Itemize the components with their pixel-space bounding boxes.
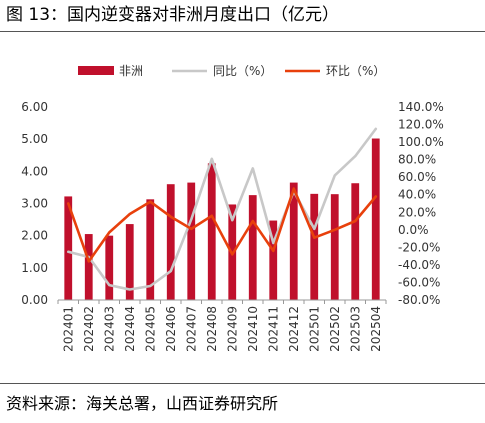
left-tick-label: 3.00: [21, 197, 48, 211]
x-tick-label: 202409: [225, 306, 239, 352]
bar-202407: [187, 182, 196, 300]
x-tick-label: 202504: [369, 306, 383, 352]
left-tick-label: 1.00: [21, 261, 48, 275]
legend-label-mom: 环比（%）: [326, 64, 385, 78]
source-note: 资料来源：海关总署，山西证券研究所: [6, 394, 279, 413]
top-divider: [0, 31, 485, 32]
right-tick-label: -60.0%: [398, 275, 440, 289]
x-tick-label: 202406: [164, 306, 178, 352]
bar-202411: [269, 220, 278, 300]
x-tick-label: 202401: [61, 306, 75, 352]
right-axis: -80.0% -60.0% -40.0% -20.0% 0.0% 20.0% 40.0% 60…: [398, 100, 444, 307]
x-tick-label: 202405: [143, 306, 157, 352]
left-tick-label: 2.00: [21, 229, 48, 243]
legend: 非洲 同比（%） 环比（%）: [78, 64, 385, 78]
bar-202501: [310, 193, 319, 300]
right-tick-label: -80.0%: [398, 293, 440, 307]
bar-202502: [330, 194, 339, 300]
legend-label-yoy: 同比（%）: [213, 64, 272, 78]
x-tick-label: 202501: [307, 306, 321, 352]
bar-202410: [248, 195, 257, 300]
bar-202403: [105, 235, 114, 300]
chart-svg: 非洲 同比（%） 环比（%） 0.00 1.00 2.00 3.00 4.00 5.00 6.0…: [21, 64, 444, 352]
x-tick-label: 202411: [266, 306, 280, 352]
right-tick-label: 40.0%: [398, 188, 436, 202]
x-tick-label: 202412: [287, 306, 301, 352]
right-tick-label: 100.0%: [398, 135, 444, 149]
line-series-mom: [67, 187, 378, 263]
right-tick-label: 120.0%: [398, 118, 444, 132]
right-tick-label: 60.0%: [398, 170, 436, 184]
right-tick-label: 0.0%: [398, 223, 429, 237]
bar-202406: [166, 184, 175, 300]
left-axis: 0.00 1.00 2.00 3.00 4.00 5.00 6.00: [21, 100, 48, 307]
bar-202408: [207, 163, 216, 300]
x-tick-label: 202404: [123, 306, 137, 352]
x-tick-label: 202408: [205, 306, 219, 352]
bar-202404: [125, 224, 134, 300]
figure-title: 图 13：国内逆变器对非洲月度出口（亿元）: [6, 5, 340, 25]
bar-series: [64, 138, 380, 300]
bar-202412: [289, 182, 298, 300]
left-tick-label: 6.00: [21, 100, 48, 114]
right-tick-label: 20.0%: [398, 205, 436, 219]
x-tick-label: 202502: [328, 306, 342, 352]
x-tick-label: 202410: [246, 306, 260, 352]
bar-202401: [64, 196, 73, 300]
bar-202504: [371, 138, 380, 300]
x-tick-label: 202402: [82, 306, 96, 352]
bar-202402: [84, 234, 93, 300]
right-tick-label: 140.0%: [398, 100, 444, 114]
left-tick-label: 0.00: [21, 293, 48, 307]
right-tick-label: 80.0%: [398, 153, 436, 167]
bar-202405: [146, 199, 155, 300]
legend-swatch-bar: [78, 66, 114, 75]
line-series: [67, 127, 378, 291]
x-tick-label: 202407: [184, 306, 198, 352]
x-tick-label: 202503: [348, 306, 362, 352]
line-series-yoy: [67, 127, 378, 291]
right-tick-label: -40.0%: [398, 258, 440, 272]
x-axis: 202401 202402 202403 202404 202405 202406 2024…: [57, 299, 387, 352]
right-tick-label: -20.0%: [398, 240, 440, 254]
x-tick-label: 202403: [102, 306, 116, 352]
legend-label-bar: 非洲: [119, 64, 143, 78]
bar-202503: [351, 183, 360, 300]
bottom-divider: [0, 383, 485, 384]
left-tick-label: 5.00: [21, 132, 48, 146]
left-tick-label: 4.00: [21, 164, 48, 178]
